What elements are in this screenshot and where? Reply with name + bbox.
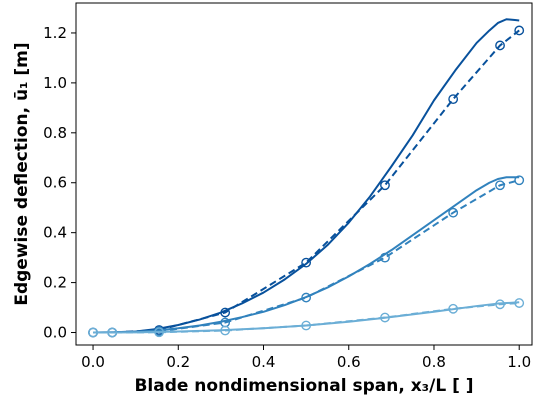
x-tick-label: 1.0 bbox=[507, 353, 531, 371]
series-3 bbox=[88, 298, 525, 338]
marker-point bbox=[380, 252, 390, 263]
dashed-line bbox=[93, 302, 520, 334]
x-axis-label: Blade nondimensional span, x₃/L [ ] bbox=[134, 376, 473, 396]
y-tick-label: 0.4 bbox=[43, 224, 67, 242]
x-tick-label: 0.0 bbox=[81, 353, 105, 371]
marker-point bbox=[495, 180, 505, 191]
y-tick-label: 1.0 bbox=[43, 74, 67, 92]
marker-point bbox=[88, 327, 98, 338]
x-tick-label: 0.8 bbox=[422, 353, 446, 371]
y-tick-label: 0.2 bbox=[43, 274, 67, 292]
marker-point bbox=[380, 312, 390, 323]
series-1 bbox=[88, 18, 525, 338]
marker-point bbox=[514, 175, 525, 186]
marker-point bbox=[514, 298, 525, 308]
x-tick-label: 0.4 bbox=[252, 353, 276, 371]
y-tick-label: 0.6 bbox=[43, 174, 67, 192]
marker-point bbox=[448, 303, 459, 314]
x-tick-label: 0.6 bbox=[337, 353, 361, 371]
marker-point bbox=[448, 207, 459, 218]
marker-point bbox=[220, 325, 231, 336]
marker-point bbox=[380, 180, 390, 191]
marker-point bbox=[448, 94, 459, 105]
marker-point bbox=[495, 299, 505, 310]
dashed-line bbox=[93, 29, 520, 334]
marker-point bbox=[154, 327, 165, 338]
y-axis-label: Edgewise deflection, ū₁ [m] bbox=[12, 42, 32, 305]
axes-layer: 0.0 0.2 0.4 0.6 0.8 1.0 0.0 0.2 0.4 0.6 0.8 1.0 1.2 bbox=[43, 2, 533, 371]
marker-point bbox=[495, 40, 505, 51]
series-2 bbox=[88, 175, 525, 338]
y-tick-label: 1.2 bbox=[43, 24, 67, 42]
y-tick-label: 0.0 bbox=[43, 324, 67, 342]
x-tick-label: 0.2 bbox=[166, 353, 190, 371]
y-tick-label: 0.8 bbox=[43, 124, 67, 142]
marker-point bbox=[301, 292, 312, 303]
marker-point bbox=[514, 25, 525, 36]
plot-frame bbox=[75, 2, 533, 346]
marker-point bbox=[107, 327, 118, 338]
marker-point bbox=[301, 320, 312, 331]
series-layer bbox=[88, 18, 525, 338]
marker-point bbox=[301, 257, 312, 268]
solid-line bbox=[93, 18, 520, 334]
marker-point bbox=[220, 307, 231, 318]
